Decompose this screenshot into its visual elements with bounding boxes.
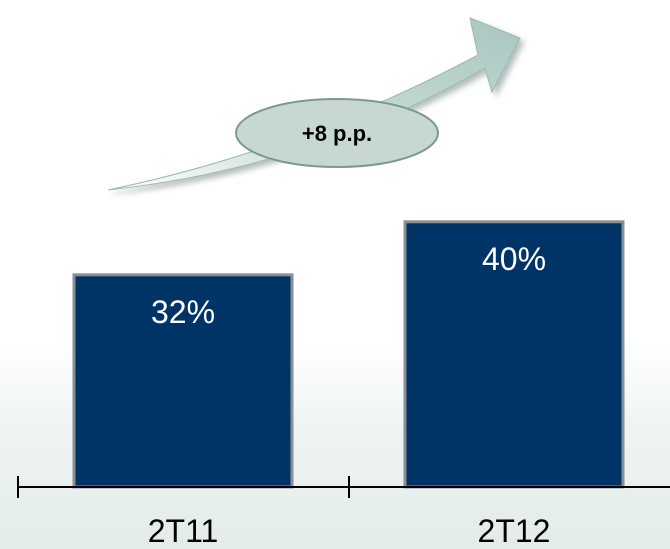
x-axis: 2T11 2T12 <box>17 476 670 549</box>
bar-data-label: 40% <box>482 241 546 277</box>
bar-data-label: 32% <box>151 294 215 330</box>
growth-badge-label: +8 p.p. <box>302 121 372 146</box>
x-tick-label: 2T12 <box>478 513 551 549</box>
bar-2T12 <box>403 220 625 489</box>
growth-badge: +8 p.p. <box>235 98 439 168</box>
x-tick-label: 2T11 <box>148 513 219 549</box>
growth-arrow <box>107 17 521 191</box>
bar-2T11 <box>72 273 294 489</box>
